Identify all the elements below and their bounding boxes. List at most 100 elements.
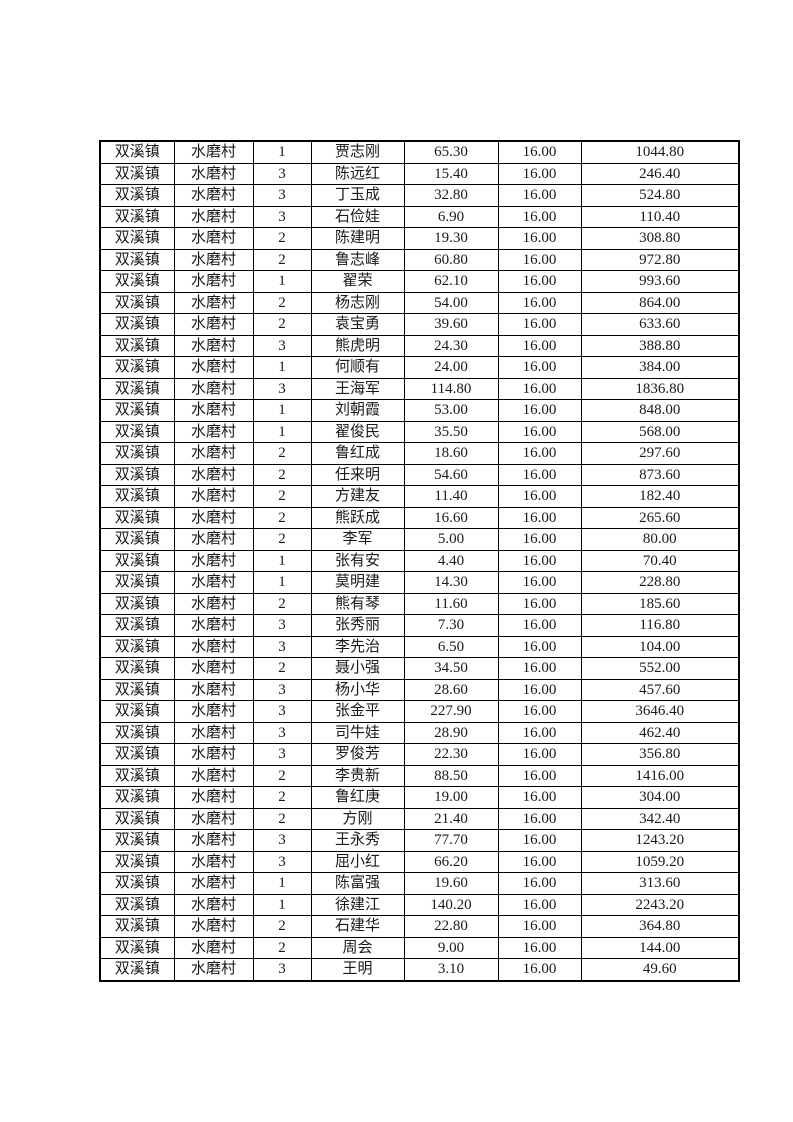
cell-village: 水磨村 <box>173 528 254 551</box>
cell-group: 2 <box>252 463 312 486</box>
table-row: 双溪镇 水磨村 2 方建友 11.40 16.00 182.40 <box>99 485 740 508</box>
cell-village: 水磨村 <box>173 399 254 422</box>
cell-group: 3 <box>252 678 312 701</box>
cell-quantity: 35.50 <box>403 420 499 443</box>
cell-amount: 308.80 <box>580 227 740 250</box>
cell-quantity: 24.00 <box>403 356 499 379</box>
cell-name: 石俭娃 <box>310 205 405 228</box>
cell-village: 水磨村 <box>173 184 254 207</box>
cell-group: 2 <box>252 764 312 787</box>
cell-unit_price: 16.00 <box>497 270 582 293</box>
cell-quantity: 19.30 <box>403 227 499 250</box>
cell-quantity: 7.30 <box>403 614 499 637</box>
cell-amount: 364.80 <box>580 915 740 938</box>
cell-village: 水磨村 <box>173 743 254 766</box>
cell-amount: 70.40 <box>580 549 740 572</box>
cell-group: 3 <box>252 850 312 873</box>
cell-unit_price: 16.00 <box>497 248 582 271</box>
cell-amount: 313.60 <box>580 872 740 895</box>
cell-unit_price: 16.00 <box>497 399 582 422</box>
cell-town: 双溪镇 <box>99 162 175 185</box>
cell-quantity: 22.80 <box>403 915 499 938</box>
table-row: 双溪镇 水磨村 2 陈建明 19.30 16.00 308.80 <box>99 227 740 250</box>
cell-name: 莫明建 <box>310 571 405 594</box>
cell-town: 双溪镇 <box>99 786 175 809</box>
cell-village: 水磨村 <box>173 807 254 830</box>
cell-unit_price: 16.00 <box>497 893 582 916</box>
table-row: 双溪镇 水磨村 3 罗俊芳 22.30 16.00 356.80 <box>99 743 740 766</box>
subsidy-roster-table: 双溪镇 水磨村 1 贾志刚 65.30 16.00 1044.80 双溪镇 水磨村 3 陈远红 15.… <box>99 140 740 982</box>
cell-amount: 265.60 <box>580 506 740 529</box>
cell-quantity: 62.10 <box>403 270 499 293</box>
cell-town: 双溪镇 <box>99 764 175 787</box>
cell-town: 双溪镇 <box>99 700 175 723</box>
cell-town: 双溪镇 <box>99 184 175 207</box>
cell-quantity: 16.60 <box>403 506 499 529</box>
cell-quantity: 14.30 <box>403 571 499 594</box>
cell-village: 水磨村 <box>173 614 254 637</box>
cell-town: 双溪镇 <box>99 958 175 981</box>
cell-amount: 342.40 <box>580 807 740 830</box>
cell-amount: 110.40 <box>580 205 740 228</box>
cell-village: 水磨村 <box>173 291 254 314</box>
cell-quantity: 6.50 <box>403 635 499 658</box>
cell-town: 双溪镇 <box>99 592 175 615</box>
cell-town: 双溪镇 <box>99 915 175 938</box>
cell-quantity: 18.60 <box>403 442 499 465</box>
table-row: 双溪镇 水磨村 3 王明 3.10 16.00 49.60 <box>99 958 740 981</box>
cell-quantity: 24.30 <box>403 334 499 357</box>
cell-group: 1 <box>252 399 312 422</box>
cell-group: 1 <box>252 549 312 572</box>
table-row: 双溪镇 水磨村 3 屈小红 66.20 16.00 1059.20 <box>99 850 740 873</box>
cell-village: 水磨村 <box>173 850 254 873</box>
cell-name: 聂小强 <box>310 657 405 680</box>
cell-quantity: 6.90 <box>403 205 499 228</box>
cell-name: 鲁红成 <box>310 442 405 465</box>
cell-town: 双溪镇 <box>99 334 175 357</box>
cell-amount: 3646.40 <box>580 700 740 723</box>
cell-quantity: 19.60 <box>403 872 499 895</box>
table-row: 双溪镇 水磨村 2 杨志刚 54.00 16.00 864.00 <box>99 291 740 314</box>
cell-amount: 1416.00 <box>580 764 740 787</box>
cell-quantity: 28.60 <box>403 678 499 701</box>
cell-quantity: 19.00 <box>403 786 499 809</box>
table-row: 双溪镇 水磨村 3 丁玉成 32.80 16.00 524.80 <box>99 184 740 207</box>
cell-town: 双溪镇 <box>99 936 175 959</box>
cell-group: 2 <box>252 915 312 938</box>
table-row: 双溪镇 水磨村 2 石建华 22.80 16.00 364.80 <box>99 915 740 938</box>
table-row: 双溪镇 水磨村 2 鲁红庚 19.00 16.00 304.00 <box>99 786 740 809</box>
cell-town: 双溪镇 <box>99 829 175 852</box>
cell-name: 翟荣 <box>310 270 405 293</box>
cell-amount: 49.60 <box>580 958 740 981</box>
table-row: 双溪镇 水磨村 3 熊虎明 24.30 16.00 388.80 <box>99 334 740 357</box>
cell-unit_price: 16.00 <box>497 377 582 400</box>
cell-group: 3 <box>252 614 312 637</box>
cell-group: 2 <box>252 442 312 465</box>
cell-group: 2 <box>252 291 312 314</box>
cell-group: 2 <box>252 248 312 271</box>
cell-village: 水磨村 <box>173 872 254 895</box>
cell-village: 水磨村 <box>173 721 254 744</box>
cell-amount: 1243.20 <box>580 829 740 852</box>
cell-quantity: 77.70 <box>403 829 499 852</box>
cell-unit_price: 16.00 <box>497 614 582 637</box>
cell-town: 双溪镇 <box>99 635 175 658</box>
cell-amount: 246.40 <box>580 162 740 185</box>
cell-name: 石建华 <box>310 915 405 938</box>
cell-town: 双溪镇 <box>99 571 175 594</box>
cell-unit_price: 16.00 <box>497 807 582 830</box>
cell-amount: 524.80 <box>580 184 740 207</box>
cell-quantity: 11.40 <box>403 485 499 508</box>
cell-town: 双溪镇 <box>99 442 175 465</box>
table-row: 双溪镇 水磨村 1 刘朝霞 53.00 16.00 848.00 <box>99 399 740 422</box>
table-row: 双溪镇 水磨村 1 莫明建 14.30 16.00 228.80 <box>99 571 740 594</box>
cell-village: 水磨村 <box>173 270 254 293</box>
cell-village: 水磨村 <box>173 248 254 271</box>
cell-quantity: 88.50 <box>403 764 499 787</box>
cell-name: 李军 <box>310 528 405 551</box>
cell-quantity: 21.40 <box>403 807 499 830</box>
table-row: 双溪镇 水磨村 3 张金平 227.90 16.00 3646.40 <box>99 700 740 723</box>
cell-town: 双溪镇 <box>99 291 175 314</box>
cell-town: 双溪镇 <box>99 205 175 228</box>
cell-unit_price: 16.00 <box>497 291 582 314</box>
